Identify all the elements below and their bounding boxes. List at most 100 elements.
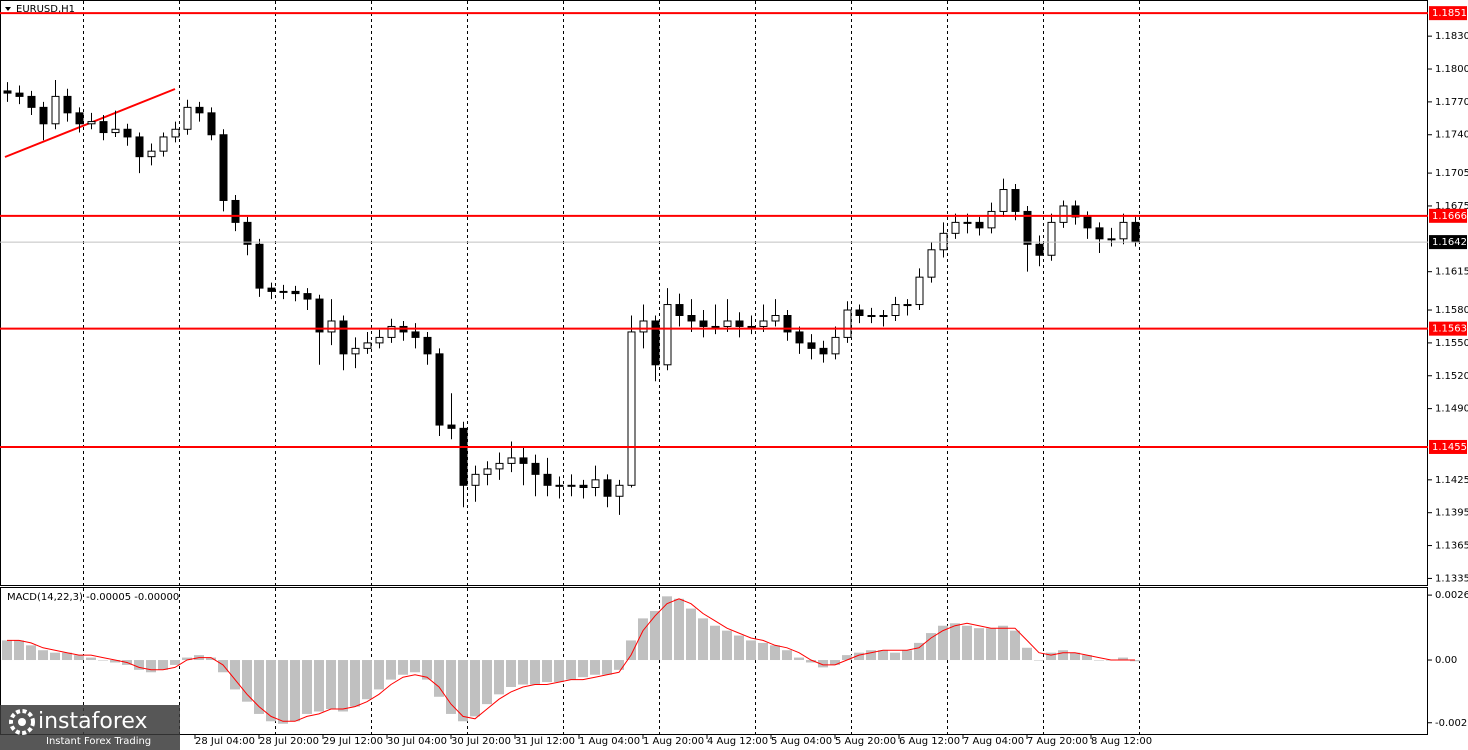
macd-bar [134, 660, 144, 670]
macd-bar [854, 652, 864, 661]
candle-body [159, 136, 168, 152]
candle-body [507, 457, 516, 464]
macd-title: MACD(14,22,3) -0.00005 -0.00000 [7, 592, 179, 603]
watermark-brand: instaforex [38, 709, 148, 734]
candle-body [411, 331, 420, 338]
macd-bar [410, 660, 420, 673]
candle-body [567, 484, 576, 487]
x-tick-label: 28 Jul 04:00 [195, 736, 255, 747]
candle-body [855, 309, 864, 317]
level-label: 1.1666 [1432, 211, 1467, 222]
y-tick-label: 0.00 [1435, 655, 1457, 666]
candle-body [975, 221, 984, 229]
candle-body [447, 424, 456, 429]
candle-body [171, 128, 180, 138]
candle-body [687, 315, 696, 322]
candle-body [759, 320, 768, 327]
level-label: 1.1563 [1432, 324, 1467, 335]
macd-bar [86, 657, 96, 661]
candle-body [1131, 221, 1140, 243]
price-panel [0, 0, 1428, 586]
candle-body [831, 336, 840, 355]
macd-bar [1118, 657, 1128, 661]
x-tick-label: 1 Aug 20:00 [643, 736, 704, 747]
macd-bar [1070, 652, 1080, 661]
macd-bar [1130, 660, 1140, 662]
title-arrow [5, 7, 11, 11]
watermark-logo [9, 709, 35, 735]
macd-bar [242, 660, 252, 702]
candle-body [51, 95, 60, 125]
level-box [1429, 6, 1467, 21]
watermark-logo-center [18, 718, 26, 726]
macd-bar [890, 652, 900, 661]
macd-bar [362, 660, 372, 700]
candle-body [423, 336, 432, 355]
macd-bar [206, 657, 216, 661]
candle-body [1083, 216, 1092, 229]
y-tick-label: 1.1365 [1435, 541, 1468, 552]
candle-body [99, 121, 108, 134]
macd-bar [1082, 655, 1092, 661]
candle-body [675, 304, 684, 317]
candle-body [591, 479, 600, 488]
x-tick-label: 5 Aug 04:00 [771, 736, 832, 747]
candle-body [495, 462, 504, 470]
macd-bar [350, 660, 360, 707]
macd-bar [374, 660, 384, 690]
candle-body [39, 106, 48, 125]
macd-bar [806, 660, 816, 663]
macd-bar [722, 630, 732, 661]
y-tick-label: 1.1740 [1435, 130, 1468, 141]
x-tick-label: 5 Aug 20:00 [835, 736, 896, 747]
macd-bar [746, 640, 756, 661]
candle-body [1059, 205, 1068, 223]
candle-body [627, 331, 636, 486]
candle-body [531, 462, 540, 475]
macd-bar [578, 660, 588, 678]
macd-bar [914, 642, 924, 661]
macd-bar [866, 650, 876, 661]
macd-bar [434, 660, 444, 697]
macd-bar [590, 660, 600, 675]
candle-body [243, 221, 252, 245]
candle-body [543, 473, 552, 486]
macd-bar [926, 633, 936, 661]
y-tick-label: -0.00256 [1435, 718, 1468, 729]
candle-body [435, 353, 444, 426]
candle-body [915, 276, 924, 306]
candle-body [927, 249, 936, 278]
macd-bar [530, 660, 540, 685]
candle-body [891, 304, 900, 317]
macd-bar [2, 640, 12, 661]
candle-body [1047, 221, 1056, 256]
candle-body [207, 112, 216, 136]
macd-bar [554, 660, 564, 683]
candle-body [939, 232, 948, 251]
level-label: 1.1851 [1432, 8, 1467, 19]
candle-body [315, 298, 324, 333]
y-tick-label: 1.1550 [1435, 338, 1468, 349]
macd-bar [542, 660, 552, 683]
candle-body [1035, 243, 1044, 256]
watermark: instaforex Instant Forex Trading [0, 705, 180, 750]
candle-body [1023, 210, 1032, 245]
macd-bar [14, 640, 24, 661]
candle-body [783, 315, 792, 333]
macd-bar [302, 660, 312, 714]
macd-bar [314, 660, 324, 712]
candle-body [819, 347, 828, 355]
macd-bar [1034, 660, 1044, 661]
y-tick-label: 0.00265 [1435, 590, 1468, 601]
candle-body [255, 243, 264, 289]
candle-body [1095, 227, 1104, 240]
level-box [1429, 321, 1467, 336]
y-tick-label: 1.1675 [1435, 201, 1468, 212]
macd-bar [938, 625, 948, 661]
macd-bar [446, 660, 456, 714]
candle-body [339, 320, 348, 355]
candle-body [699, 320, 708, 327]
macd-bar [566, 660, 576, 680]
macd-bar [782, 650, 792, 661]
